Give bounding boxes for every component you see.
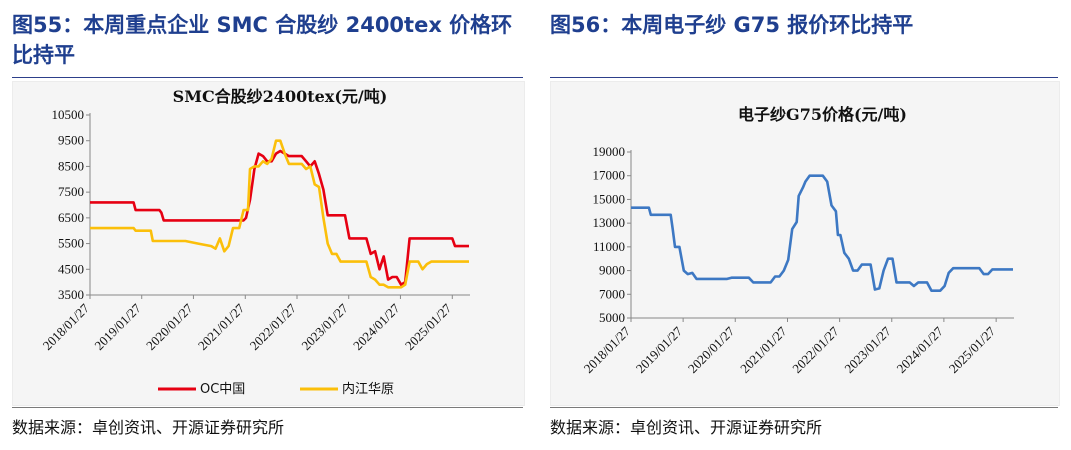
y-tick-label: 9000 <box>599 263 625 278</box>
x-tick-label: 2024/01/27 <box>894 323 947 376</box>
x-tick-label: 2019/01/27 <box>633 323 686 376</box>
x-tick-label: 2023/01/27 <box>841 323 894 376</box>
y-tick-label: 17000 <box>593 168 626 183</box>
x-tick-label: 2018/01/27 <box>40 300 93 353</box>
x-tick-label: 2024/01/27 <box>350 300 403 353</box>
x-tick-label: 2022/01/27 <box>247 300 300 353</box>
chart-panel-right <box>550 81 1060 406</box>
source-note-right: 数据来源：卓创资讯、开源证券研究所 <box>550 418 823 437</box>
y-tick-label: 13000 <box>593 215 626 230</box>
legend-label-2: 内江华原 <box>342 381 394 397</box>
x-tick-label: 2021/01/27 <box>195 300 248 353</box>
y-tick-label: 15000 <box>593 191 626 206</box>
x-tick-label: 2021/01/27 <box>737 323 790 376</box>
y-tick-label: 19000 <box>593 144 626 159</box>
series-line-2 <box>90 139 469 289</box>
y-tick-label: 10500 <box>52 107 85 122</box>
x-tick-label: 2022/01/27 <box>789 323 842 376</box>
series-line-1 <box>631 174 1013 292</box>
bottom-rule-right <box>550 407 1058 408</box>
x-tick-label: 2025/01/27 <box>402 300 455 353</box>
g75-price-chart: 电子纱G75价格(元/吨) 5000 7000 9000 11000 13000 15000… <box>581 105 1014 376</box>
chart-title: 电子纱G75价格(元/吨) <box>738 105 907 124</box>
x-tick-label: 2020/01/27 <box>143 300 196 353</box>
y-tick-label: 11000 <box>593 239 625 254</box>
y-tick-label: 5500 <box>58 236 84 251</box>
top-rule-left <box>12 77 523 78</box>
x-tick-label: 2019/01/27 <box>91 300 144 353</box>
legend-label-1: OC中国 <box>200 382 245 397</box>
series-line-1 <box>90 149 469 286</box>
y-tick-label: 8500 <box>58 158 84 173</box>
x-tick-label: 2018/01/27 <box>581 323 634 376</box>
figure-title-left: 图55：本周重点企业 SMC 合股纱 2400tex 价格环比持平 <box>12 13 513 67</box>
y-tick-label: 3500 <box>58 287 84 302</box>
x-tick-label: 2020/01/27 <box>685 323 738 376</box>
x-tick-label: 2025/01/27 <box>946 323 999 376</box>
figure-title-right: 图56：本周电子纱 G75 报价环比持平 <box>550 13 914 37</box>
chart-panel-left <box>12 81 525 406</box>
y-tick-label: 4500 <box>58 261 84 276</box>
chart-title: SMC合股纱2400tex(元/吨) <box>173 87 388 106</box>
y-tick-label: 6500 <box>58 210 84 225</box>
y-tick-label: 5000 <box>599 310 625 325</box>
x-tick-label: 2023/01/27 <box>298 300 351 353</box>
bottom-rule-left <box>12 407 523 408</box>
top-rule-right <box>550 77 1058 78</box>
y-tick-label: 9500 <box>58 133 84 148</box>
source-note-left: 数据来源：卓创资讯、开源证券研究所 <box>12 418 285 437</box>
smc-2400tex-price-chart: SMC合股纱2400tex(元/吨) 3500 4500 5500 6500 7500 85… <box>40 87 470 397</box>
y-tick-label: 7500 <box>58 184 84 199</box>
y-tick-label: 7000 <box>599 286 625 301</box>
